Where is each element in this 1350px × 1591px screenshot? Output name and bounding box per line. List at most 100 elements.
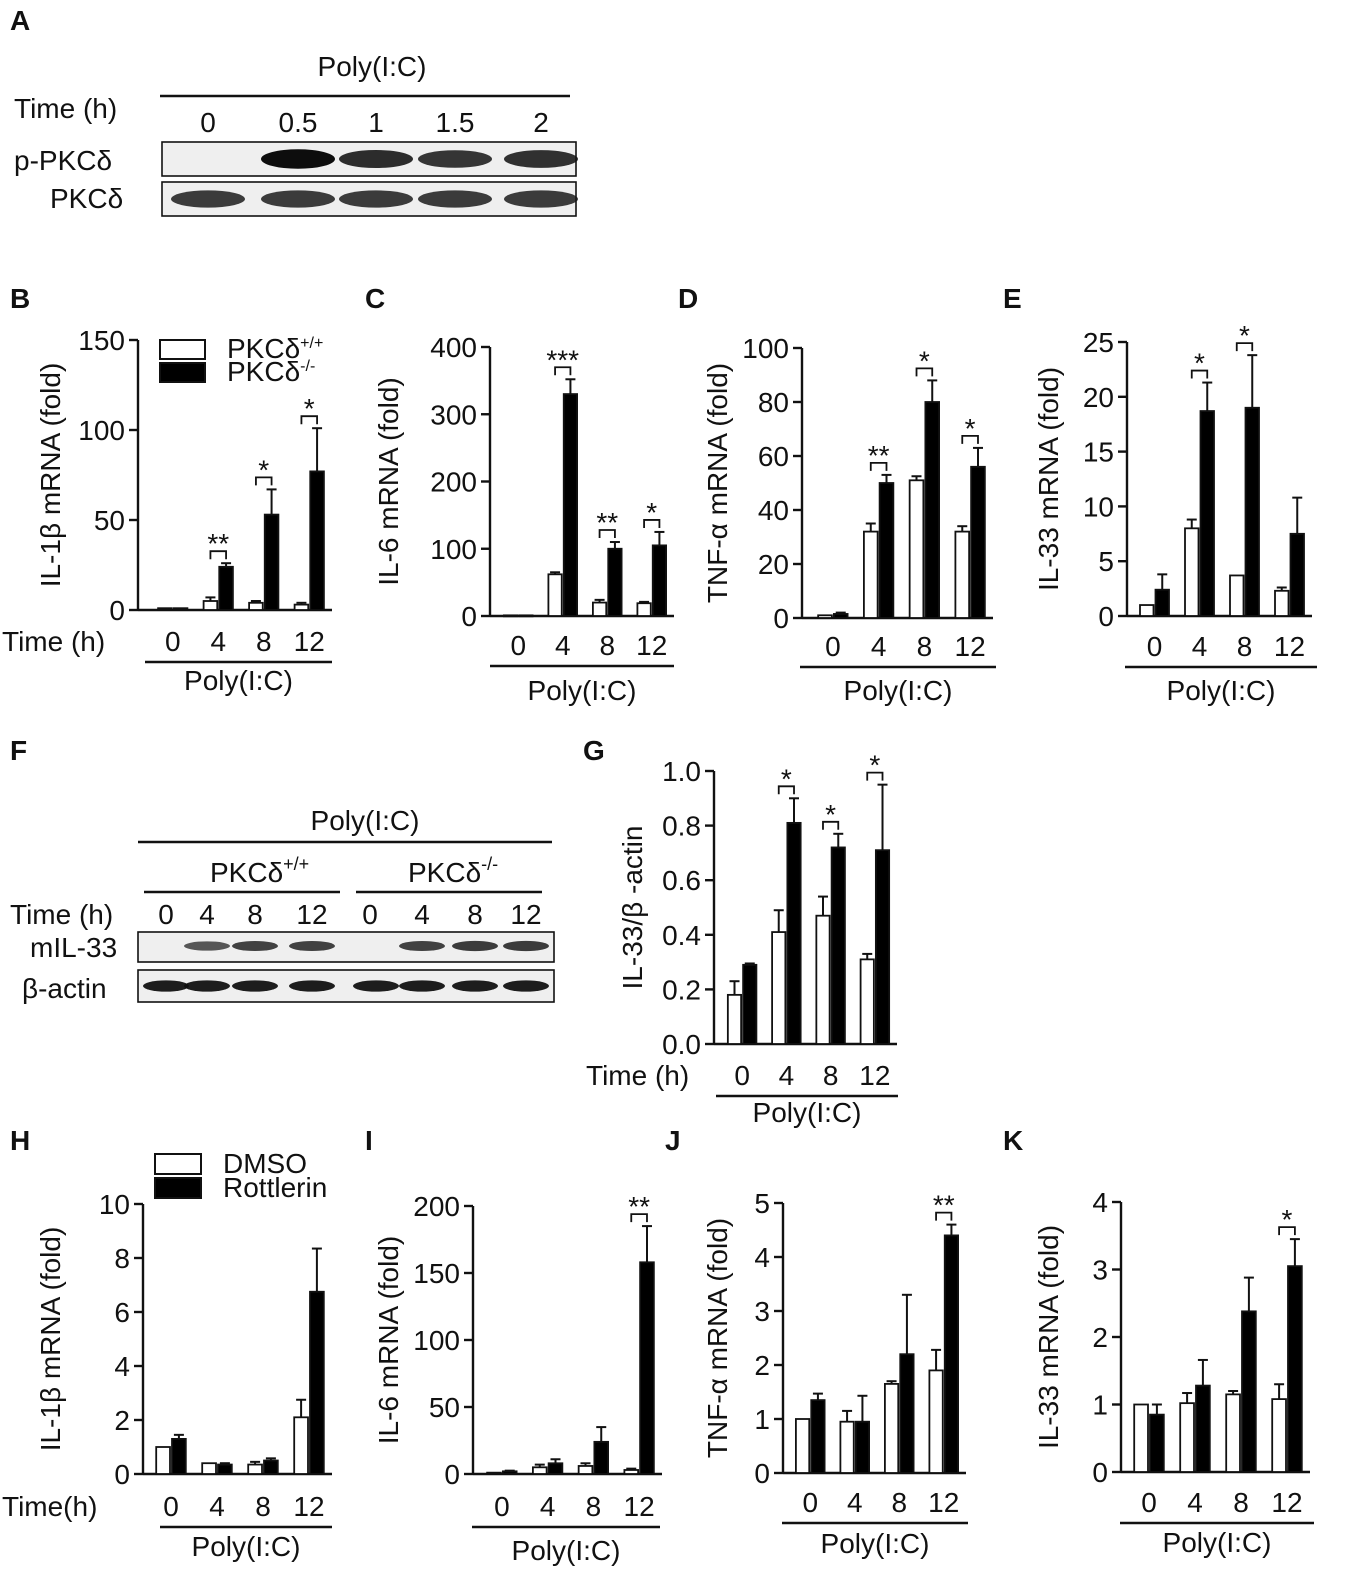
blotF-bands-band-r1-l6	[452, 980, 498, 992]
chart-b-y-label: IL-1β mRNA (fold)	[35, 363, 66, 588]
chart-g-group-label: Poly(I:C)	[753, 1097, 862, 1128]
chart-b-legend-label-1: PKCδ-/-	[227, 356, 315, 387]
chart-j-bar-s1-c1	[854, 1420, 871, 1474]
chart-i-y-tick-label-2: 100	[413, 1325, 460, 1356]
chart-b-legend-swatch-1	[159, 362, 206, 383]
chart-j-y-tick-label-5: 5	[754, 1188, 770, 1219]
chart-g-y-label: IL-33/β -actin	[617, 826, 648, 990]
chart-g-bar-s0-c0	[726, 993, 743, 1045]
chart-b-legend-name-1: PKCδ	[227, 356, 300, 387]
chart-g-y-tick-label-0: 0.0	[662, 1029, 701, 1060]
chart-c-bar-s0-c1	[547, 573, 563, 617]
panel-a-treatment-label: Poly(I:C)	[318, 51, 427, 82]
chart-e-y-tick-label-0: 0	[1098, 601, 1114, 632]
chart-d-sig-bracket-c1	[869, 462, 888, 471]
chart-d-y-tick-label-2: 40	[758, 495, 789, 526]
chart-i-y-label: IL-6 mRNA (fold)	[373, 1236, 404, 1445]
chart-e-bar-s1-c0	[1154, 588, 1170, 617]
chart-d-sig-bracket-c3	[961, 435, 979, 444]
chart-h-legend-name-0: DMSO	[223, 1148, 307, 1179]
chart-h-y-tick-label-3: 6	[114, 1297, 130, 1328]
chart-k-bar-s1-c0	[1149, 1413, 1165, 1473]
panel-f-time-0: 0	[158, 899, 174, 930]
chart-b-bar-s1-c3	[309, 470, 325, 611]
panel-letter-e: E	[1003, 283, 1022, 314]
panel-f-group-wt-text: PKCδ	[210, 857, 283, 888]
chart-g-x-tick-label-2: 8	[823, 1060, 839, 1091]
blotA-bands-band-r0-l2	[339, 150, 413, 168]
chart-e-x-tick-label-0: 0	[1147, 631, 1163, 662]
panel-a-time-2: 1	[368, 107, 384, 138]
chart-d-y-tick-label-4: 80	[758, 387, 789, 418]
chart-g-y-tick-label-2: 0.4	[662, 920, 701, 951]
chart-i-x-tick-label-3: 12	[624, 1491, 655, 1522]
chart-b-sig-bracket-c1	[209, 550, 227, 560]
chart-b-sig-label-c3: *	[304, 393, 315, 424]
chart-g-x-tick-label-0: 0	[734, 1060, 750, 1091]
blotA-bands-band-r1-l2	[339, 190, 413, 208]
chart-b-legend-sup-0: +/+	[300, 335, 323, 352]
chart-g-x-tick-label-3: 12	[859, 1060, 890, 1091]
chart-h-bar-s1-c0	[171, 1438, 187, 1475]
chart-g-sig-label-c1: *	[781, 763, 792, 794]
blotF-bands-band-r0-l3	[289, 940, 335, 952]
chart-k-y-label: IL-33 mRNA (fold)	[1033, 1225, 1064, 1449]
chart-e-bar-s0-c3	[1274, 589, 1290, 617]
blotF-bands-band-r1-l7	[503, 980, 549, 992]
chart-c-sig-bracket-c1	[554, 366, 572, 376]
chart-g-bar-s0-c2	[815, 914, 831, 1045]
chart-j-bar-s0-c2	[884, 1383, 900, 1474]
blotA-bands-band-r0-l4	[504, 150, 578, 168]
chart-c-bar-s0-c0	[502, 614, 519, 618]
panel-f-time-2: 8	[247, 899, 263, 930]
chart-k-y-tick-label-3: 3	[1092, 1255, 1108, 1286]
chart-e-sig-bracket-c1	[1190, 369, 1209, 379]
panel-letter-j: J	[665, 1125, 681, 1156]
panel-a-time-3: 1.5	[436, 107, 475, 138]
chart-e-group-label: Poly(I:C)	[1167, 675, 1276, 706]
chart-h-x-tick-label-0: 0	[163, 1491, 179, 1522]
chart-c-sig-bracket-c3	[643, 519, 661, 528]
blotF-bands-band-r1-l4	[353, 980, 399, 992]
chart-b-group-label: Poly(I:C)	[184, 665, 293, 696]
chart-b-bar-s1-c2	[263, 513, 280, 611]
chart-k-group-label: Poly(I:C)	[1163, 1527, 1272, 1558]
chart-j-sig-label-c3: **	[933, 1190, 955, 1221]
chart-e-sig-label-c2: *	[1239, 320, 1250, 351]
chart-i-bar-s0-c0	[486, 1471, 502, 1475]
chart-e-x-tick-label-3: 12	[1274, 631, 1305, 662]
blotF-bands-band-r0-l6	[452, 940, 498, 952]
chart-b-x-tick-label-1: 4	[210, 626, 226, 657]
chart-c-bar-s1-c0	[518, 614, 534, 618]
chart-j-bar-s0-c0	[795, 1418, 811, 1474]
chart-g-bar-s1-c1	[786, 821, 802, 1045]
chart-g-bar-s0-c3	[859, 958, 875, 1045]
chart-h-x-tick-label-2: 8	[255, 1491, 271, 1522]
chart-b-sig-bracket-c2	[255, 476, 273, 486]
chart-h-time-label: Time(h)	[2, 1491, 97, 1522]
chart-e-y-tick-label-3: 15	[1083, 437, 1114, 468]
chart-h-legend-swatch-0	[154, 1153, 202, 1175]
chart-c-x-tick-label-3: 12	[636, 630, 667, 661]
chart-j-bar-s0-c3	[928, 1369, 944, 1474]
panel-f-blot: Poly(I:C) PKCδ+/+ PKCδ-/- Time (h) 0 4 8 12…	[10, 805, 555, 1004]
blotA-bands-band-r1-l4	[504, 190, 578, 208]
chart-b-bar-s1-c1	[218, 565, 234, 611]
chart-c-sig-bracket-c2	[598, 529, 616, 539]
chart-b-legend-swatch-0	[159, 339, 206, 360]
chart-g-sig-bracket-c1	[777, 785, 795, 795]
chart-j-bar-s1-c2	[899, 1353, 915, 1474]
chart-d-bar-s1-c1	[878, 482, 895, 619]
chart-k-bar-s1-c2	[1241, 1310, 1257, 1473]
chart-d-sig-label-c2: *	[919, 345, 930, 376]
panel-letter-c: C	[365, 283, 385, 314]
chart-h-legend-label-1: Rottlerin	[223, 1172, 327, 1203]
panel-a-time-4: 2	[533, 107, 549, 138]
chart-j-bar-s1-c0	[810, 1399, 826, 1474]
chart-h-bar-s1-c2	[263, 1459, 279, 1475]
panel-f-group-ko-sup: -/-	[481, 854, 498, 874]
panel-f-group-ko-text: PKCδ	[408, 857, 481, 888]
